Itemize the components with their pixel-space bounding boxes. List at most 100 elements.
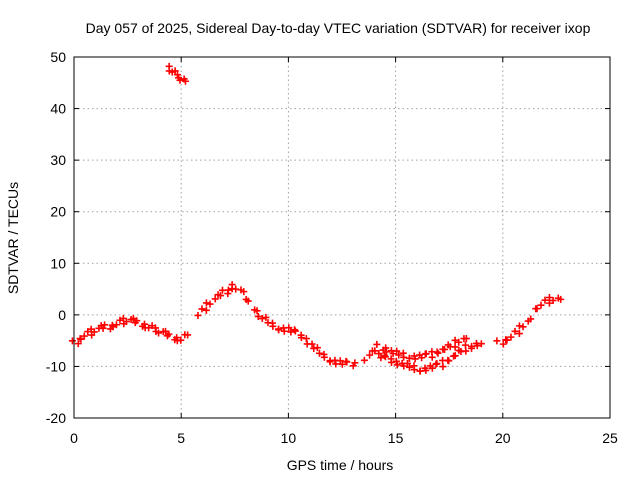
data-point xyxy=(275,326,283,334)
data-point xyxy=(383,348,391,356)
data-point xyxy=(194,311,202,319)
data-point xyxy=(428,364,436,372)
data-point xyxy=(155,329,163,337)
data-point xyxy=(541,296,549,304)
data-point xyxy=(112,321,120,329)
data-point xyxy=(405,363,413,371)
data-point xyxy=(315,349,323,357)
data-point xyxy=(202,299,210,307)
data-point xyxy=(343,358,351,366)
data-point xyxy=(308,340,316,348)
data-point xyxy=(181,77,189,85)
data-point xyxy=(545,294,553,302)
data-point xyxy=(382,344,390,352)
data-point xyxy=(313,344,321,352)
data-point xyxy=(101,321,109,329)
data-point xyxy=(381,352,389,360)
data-point xyxy=(332,360,340,368)
data-point xyxy=(291,326,299,334)
data-point xyxy=(240,288,248,296)
data-point xyxy=(441,345,449,353)
data-point xyxy=(377,354,385,362)
data-point xyxy=(371,347,379,355)
data-point xyxy=(338,360,346,368)
y-tick-label: 10 xyxy=(50,255,66,271)
data-point xyxy=(434,349,442,357)
data-point xyxy=(228,281,236,289)
data-point xyxy=(375,350,383,358)
data-point xyxy=(280,327,288,335)
data-point xyxy=(499,340,507,348)
chart-title: Day 057 of 2025, Sidereal Day-to-day VTE… xyxy=(86,20,591,36)
data-point xyxy=(533,305,541,313)
data-point xyxy=(527,315,535,323)
x-tick-label: 10 xyxy=(281,430,297,446)
data-point xyxy=(477,340,485,348)
data-point xyxy=(439,363,447,371)
x-tick-label: 15 xyxy=(388,430,404,446)
y-tick-label: 0 xyxy=(58,307,66,323)
data-point xyxy=(389,350,397,358)
data-point xyxy=(216,292,224,300)
data-point xyxy=(351,359,359,367)
data-point xyxy=(462,335,470,343)
data-point xyxy=(451,343,459,351)
data-point xyxy=(74,340,82,348)
data-point xyxy=(258,315,266,323)
y-axis-label: SDTVAR / TECUs xyxy=(5,182,21,294)
data-point xyxy=(393,361,401,369)
data-point xyxy=(455,338,463,346)
data-point xyxy=(206,300,214,308)
x-tick-label: 5 xyxy=(177,430,185,446)
data-point xyxy=(462,347,470,355)
data-point xyxy=(393,347,401,355)
data-point xyxy=(507,333,515,341)
data-point xyxy=(399,349,407,357)
data-point xyxy=(262,313,270,321)
data-point xyxy=(68,337,76,345)
data-point xyxy=(80,332,88,340)
data-point xyxy=(165,330,173,338)
data-point xyxy=(422,366,430,374)
y-tick-label: 40 xyxy=(50,101,66,117)
data-point xyxy=(285,324,293,332)
data-point xyxy=(400,362,408,370)
axis-ticks: 0 5 10 15 20 25 -20 -10 0 10 20 30 40 50 xyxy=(46,49,618,446)
data-point xyxy=(151,324,159,332)
data-point xyxy=(218,286,226,294)
x-tick-label: 25 xyxy=(602,430,618,446)
data-point xyxy=(297,331,305,339)
data-point xyxy=(451,352,459,360)
data-point xyxy=(392,357,400,365)
data-point xyxy=(433,360,441,368)
data-point xyxy=(515,330,523,338)
data-point xyxy=(302,335,310,343)
data-point xyxy=(366,351,374,359)
data-point xyxy=(403,359,411,367)
data-point xyxy=(519,323,527,331)
gridlines xyxy=(74,57,610,418)
data-point xyxy=(184,331,192,339)
data-point xyxy=(549,296,557,304)
data-point xyxy=(381,353,389,361)
data-point xyxy=(326,358,334,366)
data-point xyxy=(244,297,252,305)
data-point xyxy=(224,286,232,294)
data-point xyxy=(202,306,210,314)
data-point xyxy=(473,342,481,350)
data-point xyxy=(254,312,262,320)
data-point xyxy=(461,341,469,349)
data-point xyxy=(287,328,295,336)
data-point xyxy=(122,318,130,326)
y-tick-label: 20 xyxy=(50,204,66,220)
data-point xyxy=(133,317,141,325)
data-point xyxy=(395,351,403,359)
data-point xyxy=(503,336,511,344)
data-point xyxy=(198,305,206,313)
data-point xyxy=(99,324,107,332)
x-tick-label: 0 xyxy=(70,430,78,446)
data-point xyxy=(451,336,459,344)
data-point xyxy=(433,348,441,356)
data-point xyxy=(291,327,299,335)
